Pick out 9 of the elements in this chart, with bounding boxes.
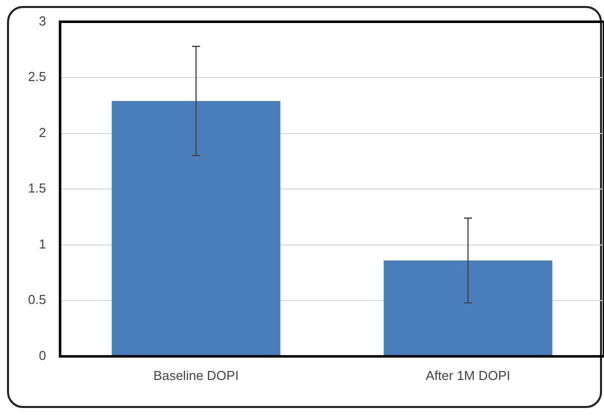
x-tick-label: Baseline DOPI bbox=[153, 368, 239, 383]
y-tick-label: 1.5 bbox=[28, 180, 46, 196]
y-tick-label: 2.5 bbox=[28, 69, 46, 84]
y-tick-label: 2 bbox=[38, 124, 46, 140]
y-tick-label: 0 bbox=[38, 348, 46, 363]
y-tick-label: 3 bbox=[38, 13, 46, 28]
y-tick-label: 0.5 bbox=[28, 292, 46, 308]
y-tick-label: 1 bbox=[38, 236, 46, 252]
x-tick-label: After 1M DOPI bbox=[426, 368, 510, 383]
